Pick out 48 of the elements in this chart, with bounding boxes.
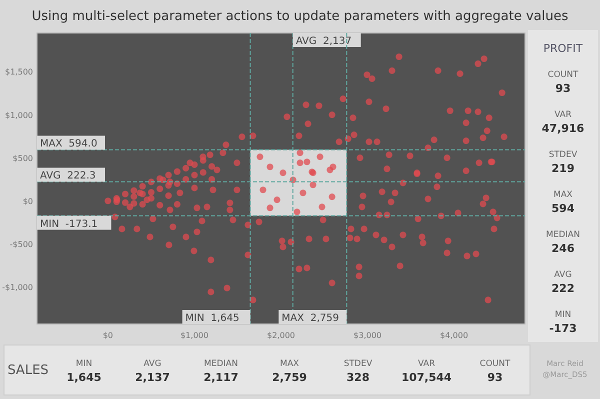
- category-label: COUNT: [480, 359, 511, 369]
- text: 2,117: [204, 371, 238, 384]
- category-label: VAR: [554, 110, 572, 120]
- ref-line-label: AVG 222.3: [40, 170, 96, 182]
- text: 93: [555, 82, 571, 95]
- text: 594: [552, 202, 574, 215]
- text: 2,137: [135, 371, 170, 384]
- y-tick-label: $1,000: [5, 110, 33, 120]
- category-label: MEDIAN: [204, 359, 238, 369]
- text: 328: [346, 371, 370, 384]
- x-tick-label: $0: [102, 331, 114, 340]
- y-tick-label: -$500: [10, 240, 33, 249]
- x-tick-label: $2,000: [267, 331, 295, 340]
- ref-line-label: MAX 2,759: [282, 313, 339, 324]
- category-label: MIN: [76, 359, 92, 369]
- text: PROFIT: [543, 42, 583, 55]
- category-label: STDEV: [548, 150, 578, 160]
- ref-line-label: MIN -173.1: [40, 218, 98, 230]
- text: 246: [552, 242, 574, 255]
- text: 219: [552, 162, 574, 175]
- text: -173: [549, 322, 577, 335]
- category-label: MIN: [554, 310, 572, 320]
- chart-title: Using multi-select parameter actions to update parameters with aggregate values: [32, 9, 568, 24]
- text: 222: [552, 282, 574, 295]
- category-label: AVG: [144, 359, 162, 369]
- ref-line-label: AVG 2,137: [296, 36, 352, 47]
- x-tick-label: $1,000: [180, 331, 208, 340]
- text: 47,916: [542, 122, 584, 135]
- category-label: COUNT: [548, 70, 579, 80]
- text: 107,544: [401, 371, 452, 384]
- text: 93: [487, 371, 503, 384]
- category-label: AVG: [554, 270, 572, 280]
- category-label: VAR: [418, 359, 436, 369]
- text: 1,645: [66, 371, 102, 384]
- x-tick-label: $3,000: [354, 331, 382, 340]
- y-tick-label: $1,500: [5, 68, 33, 77]
- y-tick-label: -$1,000: [2, 282, 33, 292]
- x-tick-label: $4,000: [440, 331, 468, 340]
- ref-line-label: MIN 1,645: [185, 313, 240, 324]
- category-label: MAX: [280, 359, 300, 369]
- y-tick-label: $0: [22, 196, 33, 206]
- ref-line-label: MAX 594.0: [40, 138, 98, 150]
- text: SALES: [7, 363, 49, 378]
- category-label: MAX: [554, 190, 573, 200]
- y-tick-label: $500: [12, 154, 33, 163]
- category-label: MEDIAN: [546, 230, 580, 240]
- category-label: STDEV: [344, 359, 372, 369]
- text: 2,759: [272, 371, 307, 384]
